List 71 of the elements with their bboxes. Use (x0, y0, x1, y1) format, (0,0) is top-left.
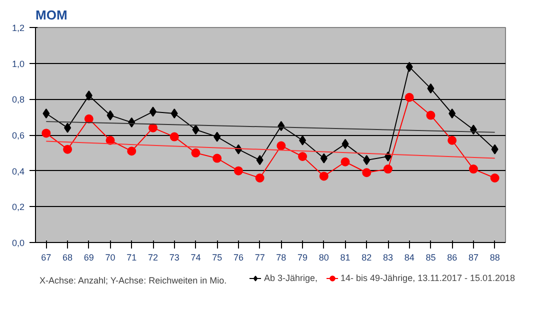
x-tick-label: 70 (105, 252, 116, 262)
x-tick-label: 78 (276, 252, 286, 262)
legend-label: 14- bis 49-Jährige, 13.11.2017 - 15.01.2018 (340, 273, 515, 283)
point (256, 155, 264, 166)
legend-label: Ab 3-Jährige, (264, 273, 318, 283)
point (406, 62, 413, 72)
x-tick-label: 81 (340, 252, 350, 262)
y-tick-label: 0,2 (12, 202, 25, 212)
x-tick-label: 83 (382, 252, 394, 262)
point (234, 166, 243, 176)
y-tick-label: 1,2 (12, 23, 25, 33)
point (448, 136, 457, 145)
point (191, 148, 200, 158)
point (127, 146, 136, 156)
x-tick-label: 79 (298, 252, 308, 262)
point (490, 174, 500, 182)
point (84, 114, 94, 124)
point (192, 124, 200, 135)
point (106, 136, 115, 145)
x-tick-label: 72 (148, 252, 158, 262)
point (214, 132, 221, 142)
y-tick-label: 0,8 (12, 94, 25, 105)
point (448, 108, 456, 118)
x-tick-label: 74 (190, 252, 201, 262)
point (64, 122, 72, 133)
point (491, 144, 498, 154)
x-tick-label: 76 (233, 252, 244, 262)
y-tick-label: 0,0 (12, 238, 25, 248)
point (212, 154, 222, 163)
point (320, 153, 328, 164)
x-tick-label: 77 (254, 252, 265, 262)
x-tick-label: 87 (468, 252, 478, 262)
point (276, 141, 286, 150)
x-tick-label: 73 (169, 252, 180, 262)
point (170, 108, 178, 118)
point (106, 110, 114, 120)
x-tick-label: 84 (404, 252, 414, 262)
point (404, 92, 414, 102)
x-tick-label: 68 (62, 252, 73, 262)
point (255, 174, 264, 182)
point (63, 144, 72, 154)
point (170, 132, 179, 142)
y-tick-label: 0,4 (12, 166, 25, 176)
point (299, 135, 306, 146)
point (363, 155, 370, 166)
point (426, 110, 436, 120)
y-tick-label: 0,6 (12, 130, 25, 140)
x-tick-label: 75 (212, 252, 222, 262)
point (342, 138, 349, 149)
point (468, 164, 478, 174)
point (362, 168, 372, 178)
point (42, 108, 50, 118)
point (340, 157, 350, 166)
point (85, 90, 92, 101)
y-tick-label: 1,0 (12, 58, 25, 69)
point (298, 152, 308, 161)
point (384, 164, 392, 174)
point (148, 123, 158, 132)
chart-title: MOM (36, 8, 68, 22)
x-tick-label: 85 (426, 252, 436, 262)
x-tick-label: 71 (126, 252, 137, 262)
point (427, 83, 434, 94)
x-tick-label: 88 (490, 252, 500, 262)
point (319, 172, 328, 181)
x-tick-label: 82 (362, 252, 372, 262)
x-tick-label: 67 (41, 252, 52, 262)
x-tick-label: 86 (447, 252, 458, 262)
text: X-Achse: Anzahl; Y-Achse: Reichweiten in Mio. (40, 276, 227, 286)
point (42, 128, 51, 138)
x-tick-label: 69 (84, 252, 94, 262)
x-tick-label: 80 (318, 252, 329, 262)
